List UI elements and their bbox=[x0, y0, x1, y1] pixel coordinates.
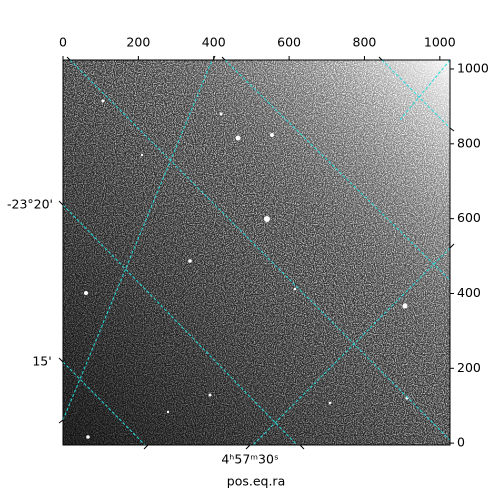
y-tick-label: 1000 bbox=[457, 60, 489, 75]
world-y-label: 15' bbox=[32, 354, 51, 369]
world-y-label: -23°20' bbox=[7, 197, 53, 212]
y-tick-label: 800 bbox=[457, 135, 481, 150]
y-tick-label: 0 bbox=[457, 435, 465, 450]
x-tick-label: 400 bbox=[202, 35, 226, 50]
y-tick-label: 200 bbox=[457, 360, 481, 375]
x-tick-label: 1000 bbox=[424, 35, 456, 50]
x-axis-label: pos.eq.ra bbox=[227, 474, 285, 489]
x-tick-label: 200 bbox=[126, 35, 150, 50]
x-tick-label: 0 bbox=[59, 35, 67, 50]
x-tick-label: 800 bbox=[353, 35, 377, 50]
sky-image bbox=[63, 60, 450, 445]
stars bbox=[84, 99, 409, 439]
x-tick-label: 600 bbox=[277, 35, 301, 50]
world-x-label: 4ʰ57ᵐ30ˢ bbox=[221, 452, 278, 467]
y-tick-label: 600 bbox=[457, 210, 481, 225]
plot-frame bbox=[62, 59, 451, 446]
y-tick-label: 400 bbox=[457, 285, 481, 300]
world-grid bbox=[63, 60, 450, 445]
